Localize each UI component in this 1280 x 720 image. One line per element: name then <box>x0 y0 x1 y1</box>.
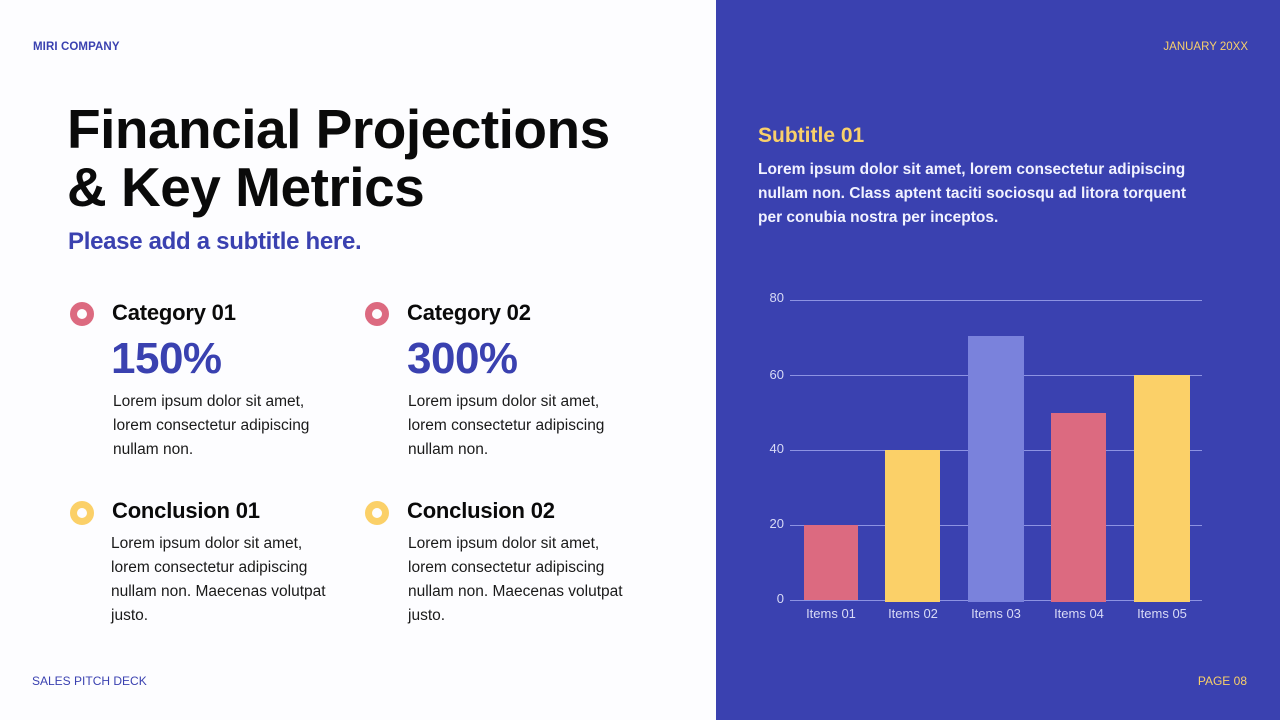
conclusion-heading: Conclusion 01 <box>112 498 260 523</box>
bar-items-02 <box>885 450 940 602</box>
circle-marker-icon <box>365 501 389 525</box>
circle-marker-icon <box>365 302 389 326</box>
left-content-area: MIRI COMPANY Financial Projections & Key… <box>32 41 707 688</box>
metric-heading: Category 01 <box>112 300 236 325</box>
x-tick-label: Items 02 <box>888 606 938 621</box>
title-line-1: Financial Projections <box>67 98 610 160</box>
bar-chart: 80 60 40 20 0 Items 01 Items 02 Items 03… <box>750 285 1220 630</box>
metric-description: Lorem ipsum dolor sit amet, lorem consec… <box>408 393 605 458</box>
y-tick-label: 80 <box>769 290 784 305</box>
page-number: PAGE 08 <box>1197 674 1247 688</box>
conclusion-heading: Conclusion 02 <box>407 498 555 523</box>
page-title: Financial Projections & Key Metrics <box>67 100 707 216</box>
panel-description: Lorem ipsum dolor sit amet, lorem consec… <box>758 161 1187 226</box>
metric-value: 150% <box>111 334 222 383</box>
y-tick-label: 40 <box>769 441 784 456</box>
metric-description: Lorem ipsum dolor sit amet, lorem consec… <box>113 393 310 458</box>
bar-items-01 <box>804 525 858 600</box>
metric-value: 300% <box>407 334 518 383</box>
bar-items-04 <box>1051 413 1106 602</box>
conclusion-description: Lorem ipsum dolor sit amet, lorem consec… <box>111 535 326 624</box>
date-label: JANUARY 20XX <box>1163 41 1248 53</box>
x-tick-label: Items 05 <box>1137 606 1187 621</box>
gridline-80 <box>790 300 1202 301</box>
y-tick-label: 60 <box>769 367 784 382</box>
x-tick-label: Items 01 <box>806 606 856 621</box>
page-subtitle: Please add a subtitle here. <box>68 228 362 255</box>
company-name: MIRI COMPANY <box>33 41 120 53</box>
metric-heading: Category 02 <box>407 300 531 325</box>
panel-subtitle: Subtitle 01 <box>758 124 865 147</box>
bar-items-05 <box>1134 375 1190 602</box>
title-line-2: & Key Metrics <box>67 156 425 218</box>
x-tick-label: Items 04 <box>1054 606 1104 621</box>
circle-marker-icon <box>70 501 94 525</box>
deck-name: SALES PITCH DECK <box>32 674 147 688</box>
conclusion-description: Lorem ipsum dolor sit amet, lorem consec… <box>408 535 623 624</box>
bar-items-03 <box>968 336 1024 602</box>
y-tick-label: 20 <box>769 516 784 531</box>
y-tick-label: 0 <box>776 591 784 606</box>
x-tick-label: Items 03 <box>971 606 1021 621</box>
circle-marker-icon <box>70 302 94 326</box>
